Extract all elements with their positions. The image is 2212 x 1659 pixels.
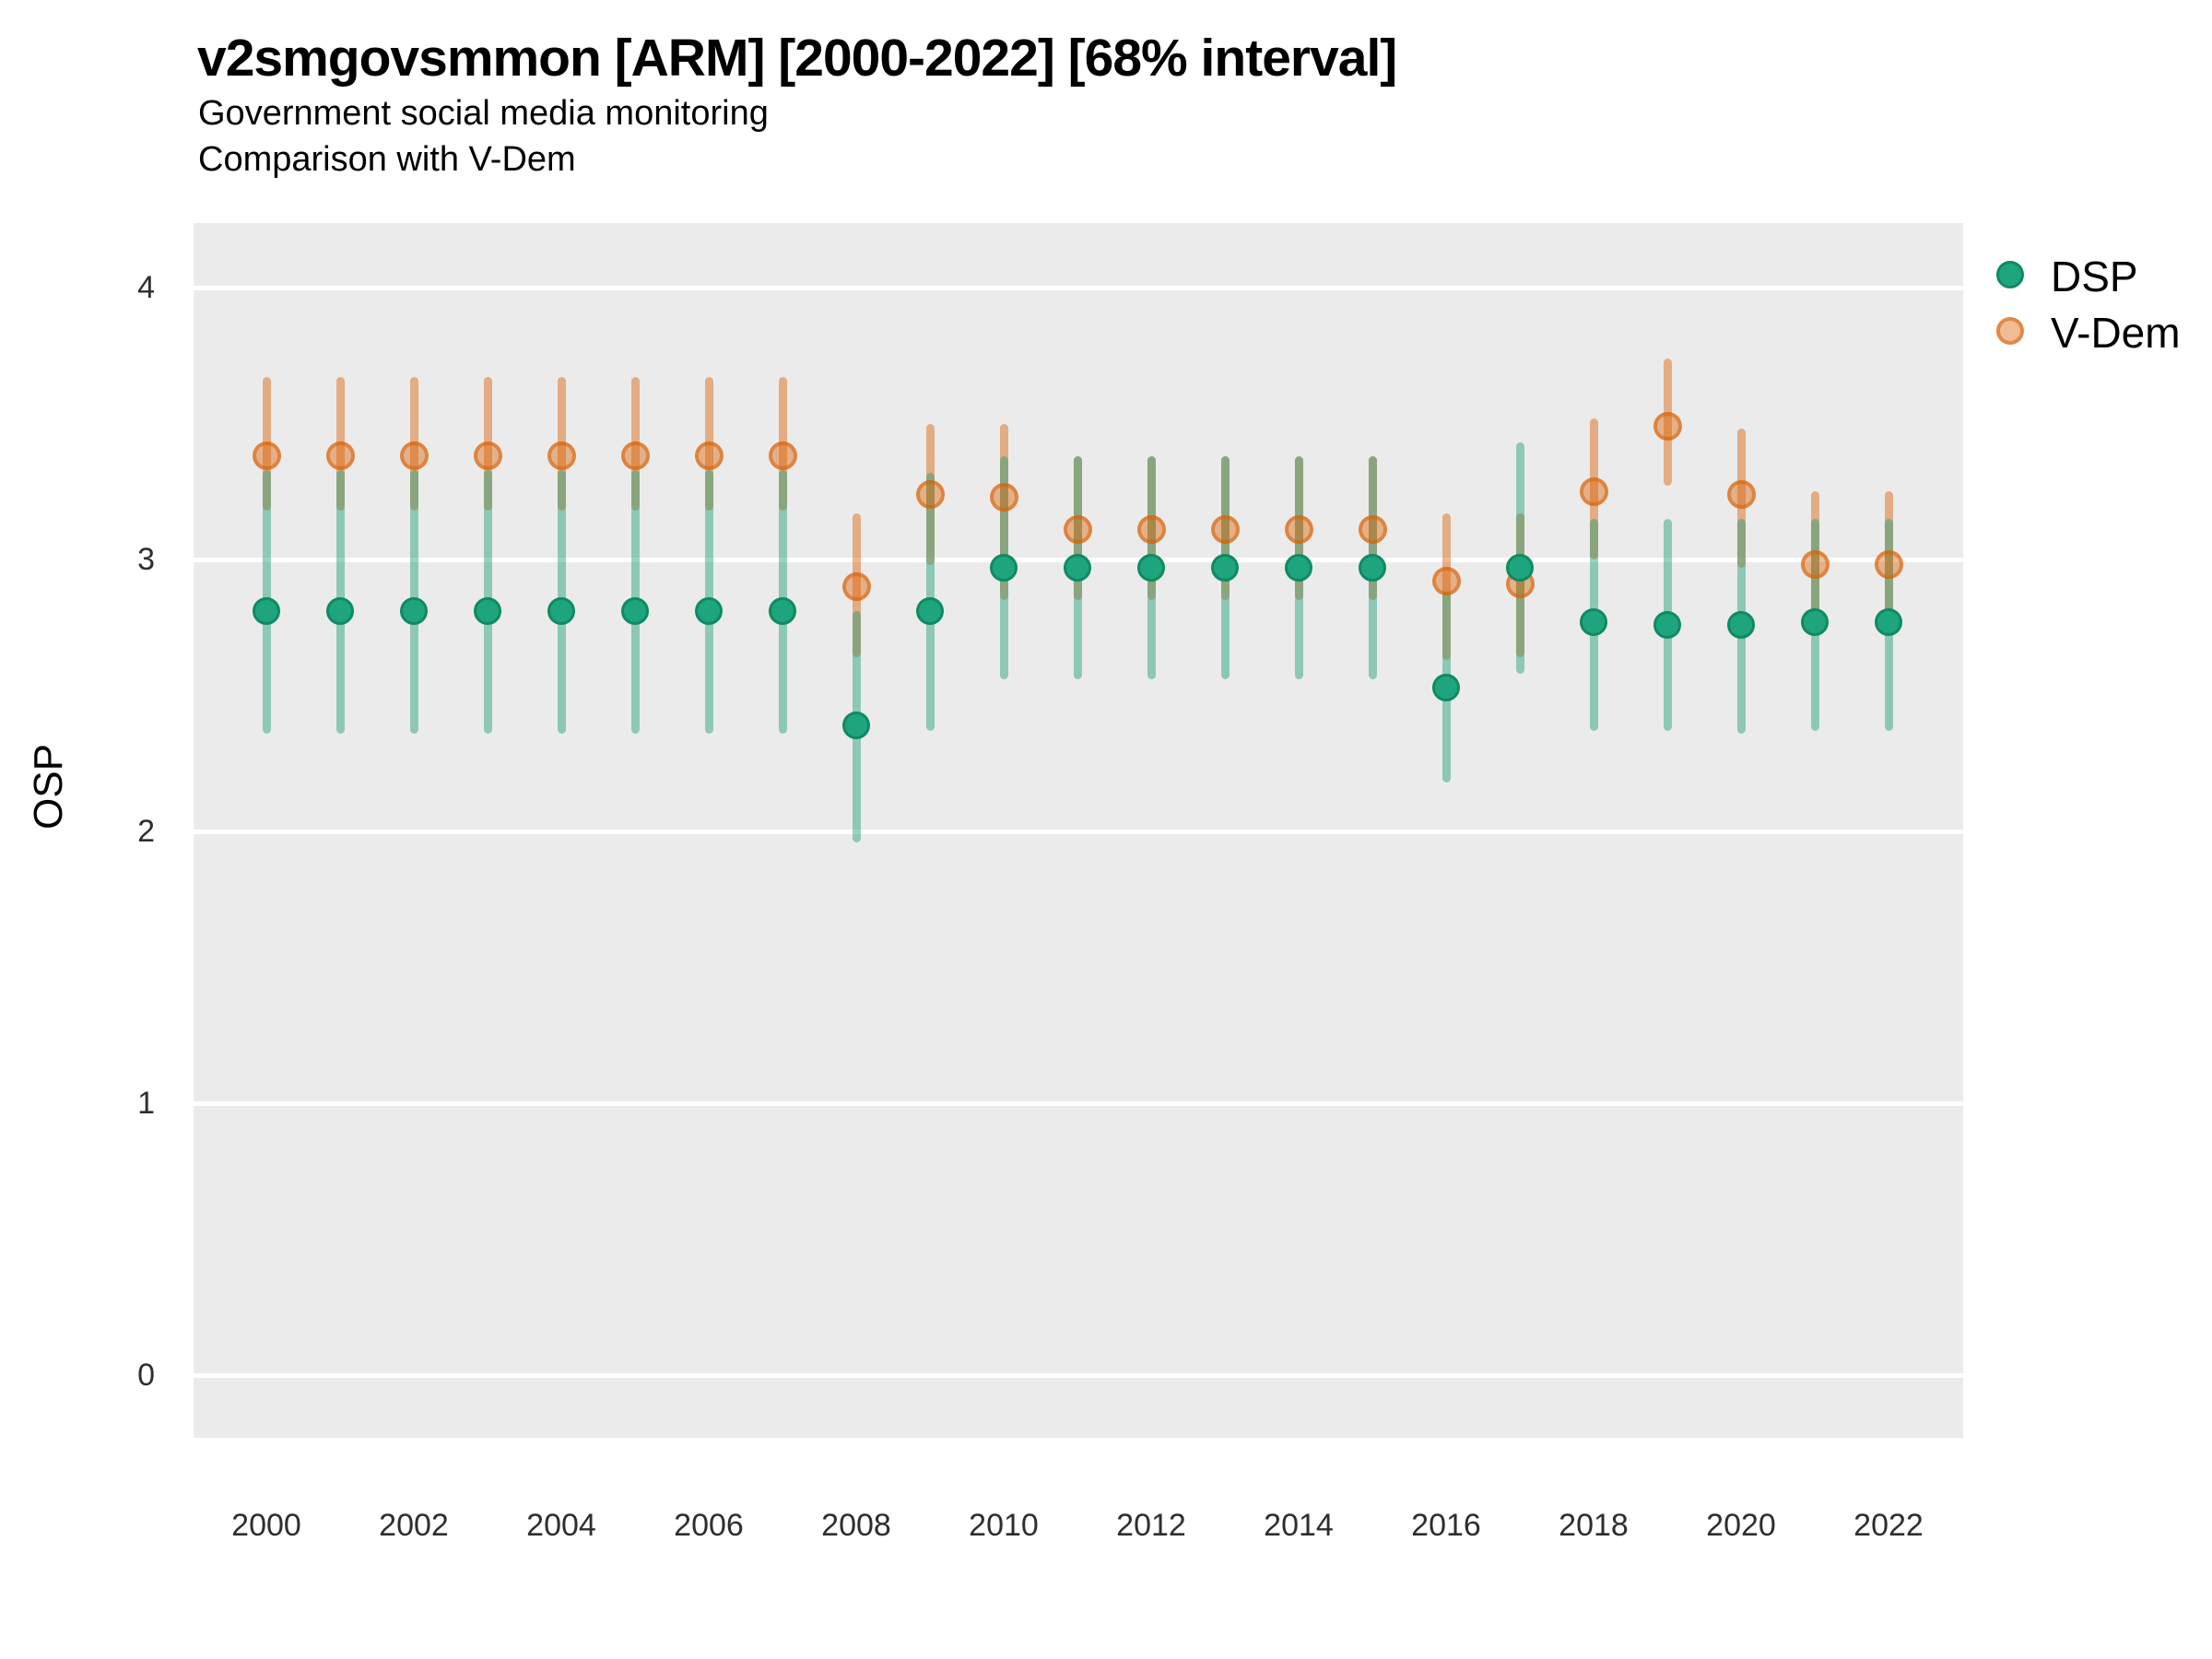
vdem-point-2008	[841, 572, 871, 601]
x-tick-label-2018: 2018	[1559, 1508, 1629, 1543]
dsp-point-2012	[1137, 553, 1165, 582]
dsp-point-2018	[1580, 607, 1607, 636]
chart-subtitle-line2: Comparison with V-Dem	[198, 140, 576, 179]
dsp-point-2017	[1506, 553, 1534, 582]
vdem-point-2015	[1358, 515, 1387, 545]
x-tick-label-2006: 2006	[674, 1508, 744, 1543]
vdem-point-2009	[915, 479, 945, 509]
x-tick-label-2020: 2020	[1706, 1508, 1776, 1543]
dsp-point-2016	[1432, 673, 1460, 701]
dsp-point-2014	[1285, 553, 1312, 582]
dsp-point-2003	[474, 597, 501, 626]
chart-title: v2smgovsmmon [ARM] [2000-2022] [68% inte…	[197, 29, 1397, 88]
gridline-y-1	[194, 1100, 1963, 1106]
y-tick-label-1: 1	[137, 1086, 155, 1121]
dsp-point-2006	[695, 597, 723, 626]
vdem-point-2011	[1063, 515, 1092, 545]
vdem-point-2002	[399, 441, 429, 471]
gridline-y-4	[194, 285, 1963, 290]
vdem-point-2012	[1136, 515, 1166, 545]
y-tick-label-2: 2	[137, 814, 155, 849]
vdem-interval-bar-2010	[999, 423, 1008, 601]
legend-dsp-label: DSP	[2051, 253, 2138, 300]
vdem-point-2010	[989, 482, 1018, 512]
dsp-point-2011	[1064, 553, 1091, 582]
vdem-point-2000	[252, 441, 281, 471]
legend-dsp-swatch	[1996, 261, 2024, 288]
y-tick-label-4: 4	[137, 270, 155, 305]
gridline-y-2	[194, 829, 1963, 834]
x-tick-label-2000: 2000	[231, 1508, 301, 1543]
x-tick-label-2016: 2016	[1411, 1508, 1481, 1543]
vdem-point-2007	[768, 441, 797, 471]
x-tick-label-2004: 2004	[526, 1508, 596, 1543]
vdem-point-2014	[1284, 515, 1313, 545]
dsp-point-2004	[547, 597, 575, 626]
dsp-point-2010	[990, 553, 1018, 582]
vdem-point-2020	[1726, 479, 1756, 509]
x-tick-label-2008: 2008	[821, 1508, 891, 1543]
dsp-point-2001	[326, 597, 354, 626]
dsp-point-2009	[916, 597, 944, 626]
x-tick-label-2022: 2022	[1853, 1508, 1924, 1543]
vdem-point-2006	[694, 441, 724, 471]
x-tick-label-2012: 2012	[1116, 1508, 1186, 1543]
dsp-point-2021	[1801, 607, 1829, 636]
vdem-point-2018	[1579, 477, 1608, 506]
x-tick-label-2014: 2014	[1264, 1508, 1334, 1543]
x-tick-label-2002: 2002	[379, 1508, 449, 1543]
dsp-point-2005	[621, 597, 649, 626]
vdem-point-2004	[547, 441, 576, 471]
dsp-point-2000	[253, 597, 280, 626]
vdem-point-2013	[1210, 515, 1240, 545]
dsp-point-2007	[769, 597, 796, 626]
vdem-point-2021	[1800, 550, 1830, 580]
dsp-point-2019	[1653, 610, 1681, 639]
vdem-point-2016	[1431, 567, 1461, 596]
dsp-point-2008	[842, 711, 870, 739]
legend-vdem-label: V-Dem	[2051, 309, 2181, 357]
dsp-point-2022	[1875, 607, 1902, 636]
vdem-point-2005	[620, 441, 650, 471]
dsp-point-2015	[1359, 553, 1386, 582]
vdem-point-2022	[1874, 550, 1903, 580]
vdem-point-2003	[473, 441, 502, 471]
y-tick-label-3: 3	[137, 542, 155, 577]
gridline-y-0	[194, 1372, 1963, 1378]
dsp-point-2002	[400, 597, 428, 626]
dsp-point-2013	[1211, 553, 1239, 582]
vdem-point-2019	[1653, 411, 1682, 441]
x-tick-label-2010: 2010	[969, 1508, 1039, 1543]
y-tick-label-0: 0	[137, 1358, 155, 1393]
legend-vdem-swatch	[1996, 317, 2024, 345]
chart-subtitle-line1: Government social media monitoring	[198, 94, 769, 133]
vdem-point-2001	[325, 441, 355, 471]
dsp-point-2020	[1727, 610, 1755, 639]
